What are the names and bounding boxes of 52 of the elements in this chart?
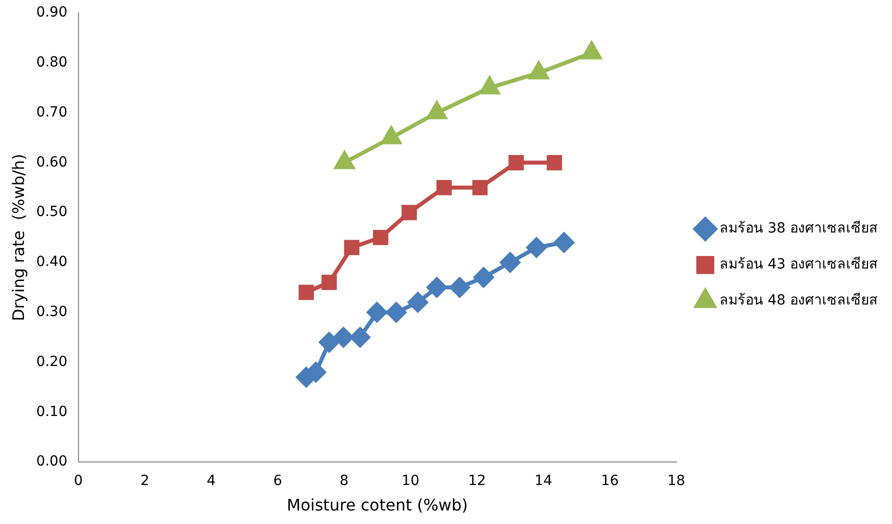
legend-label: ลมร้อน 48 องศาเซลเซียส — [719, 292, 878, 309]
point — [508, 155, 524, 170]
y-tick-label: 0.70 — [36, 104, 68, 120]
point — [344, 240, 360, 256]
point — [333, 327, 354, 348]
x-tick-label: 8 — [340, 473, 349, 490]
point — [366, 302, 387, 322]
x-tick-label: 18 — [667, 473, 686, 490]
point — [436, 180, 452, 196]
point — [408, 292, 428, 312]
y-tick-label: 0.00 — [36, 454, 68, 470]
point — [546, 155, 562, 170]
x-tick-label: 14 — [534, 473, 552, 490]
point — [334, 152, 354, 170]
x-tick-label: 4 — [206, 473, 216, 490]
point — [372, 230, 388, 246]
point — [426, 102, 447, 120]
x-tick-label: 6 — [273, 473, 282, 490]
x-tick-label: 0 — [74, 473, 83, 490]
point — [582, 42, 602, 60]
y-tick-label: 0.10 — [36, 404, 68, 420]
y-tick-label: 0.40 — [36, 254, 68, 270]
point — [386, 302, 406, 322]
x-tick-label: 12 — [468, 473, 486, 490]
point — [554, 232, 574, 252]
point — [322, 274, 337, 290]
legend-label: ลมร้อน 43 องศาเซลเซียส — [719, 256, 878, 273]
point — [474, 267, 494, 288]
point — [472, 180, 488, 196]
x-tick-label: 10 — [402, 473, 420, 490]
x-tick-label: 16 — [600, 473, 619, 490]
y-axis-title: Drying rate (%wb/h) — [8, 154, 28, 322]
y-tick-label: 0.20 — [36, 354, 68, 370]
point — [381, 126, 402, 144]
point — [526, 237, 546, 258]
point — [426, 277, 447, 298]
y-tick-label: 0.60 — [36, 154, 68, 170]
x-tick-label: 2 — [140, 473, 150, 490]
y-tick-label: 0.50 — [36, 204, 68, 220]
legend-label: ลมร้อน 38 องศาเซลเซียส — [719, 220, 878, 237]
y-tick-label: 0.80 — [36, 54, 68, 71]
point — [480, 76, 500, 94]
point — [402, 204, 417, 220]
y-tick-label: 0.90 — [36, 4, 68, 21]
y-tick-label: 0.30 — [36, 304, 68, 320]
x-axis-title: Moisture cotent (%wb) — [286, 496, 468, 515]
point — [319, 332, 340, 352]
point — [450, 277, 470, 298]
point — [500, 252, 520, 272]
point — [350, 327, 370, 348]
point — [528, 62, 549, 80]
point — [298, 284, 314, 300]
